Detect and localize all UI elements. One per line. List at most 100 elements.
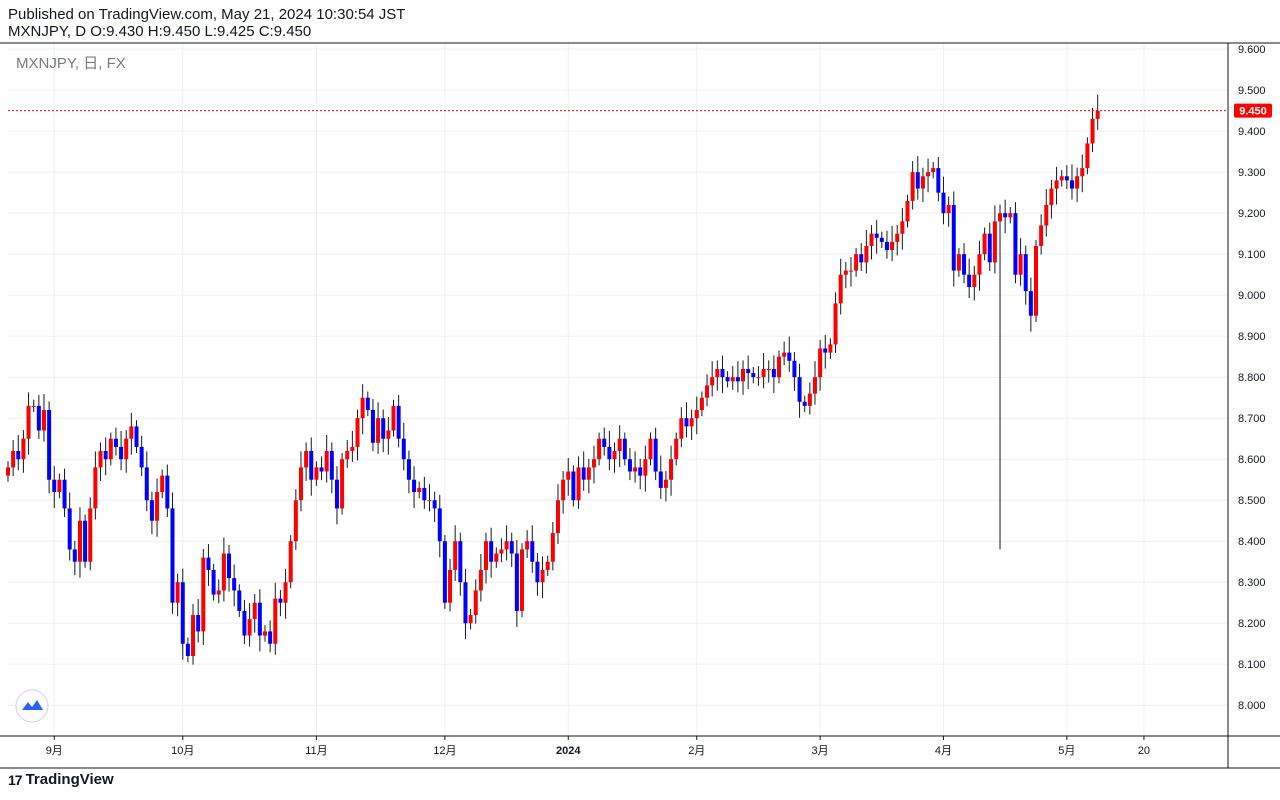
candle xyxy=(869,225,874,260)
candle-body xyxy=(268,631,273,644)
candle-body xyxy=(792,360,797,378)
candle xyxy=(463,568,468,640)
candle xyxy=(36,394,41,440)
candle-body xyxy=(232,578,237,591)
candle-body xyxy=(761,368,766,378)
candle xyxy=(818,339,823,391)
candle xyxy=(998,204,1003,550)
candle-body xyxy=(715,368,720,378)
candle-body xyxy=(946,204,951,214)
candle-body xyxy=(365,397,370,411)
candle-body xyxy=(227,553,232,579)
candle-body xyxy=(432,500,437,509)
candle xyxy=(144,451,149,512)
candle-body xyxy=(1095,110,1100,119)
candle xyxy=(550,521,555,571)
candle-body xyxy=(293,500,298,542)
tradingview-badge[interactable] xyxy=(15,689,49,723)
candle xyxy=(638,458,643,490)
candle xyxy=(710,361,715,397)
candle xyxy=(391,399,396,437)
candle xyxy=(26,392,31,455)
candle xyxy=(170,492,175,614)
candle-body xyxy=(406,459,411,480)
candle xyxy=(72,540,77,576)
candle xyxy=(427,484,432,512)
candle-body xyxy=(211,569,216,595)
candle xyxy=(88,497,93,571)
candle xyxy=(504,525,509,561)
candle xyxy=(746,355,751,390)
candle xyxy=(509,532,514,568)
candle xyxy=(1018,238,1023,286)
tradingview-badge-circle[interactable] xyxy=(15,689,49,723)
candle xyxy=(283,568,288,619)
candle xyxy=(1095,94,1100,130)
candle-body xyxy=(463,582,468,624)
time-axis[interactable]: 9月 10月 11月 12月 2024 2月 3月 4月 5月 20 xyxy=(46,736,1150,757)
candle-body xyxy=(941,192,946,214)
candle xyxy=(828,338,833,359)
candle xyxy=(83,514,88,568)
candle xyxy=(196,599,201,643)
candle xyxy=(31,399,36,413)
candle xyxy=(129,412,134,455)
candle-body xyxy=(1028,291,1033,316)
candle-body xyxy=(617,438,622,452)
candle-body xyxy=(185,643,190,657)
candle xyxy=(489,527,494,578)
y-tick-label: 8.100 xyxy=(1238,659,1266,671)
candle xyxy=(607,430,612,471)
candle xyxy=(191,603,196,665)
candle-body xyxy=(376,418,381,443)
candle-body xyxy=(1013,213,1018,275)
tradingview-logo[interactable]: 17 TradingView xyxy=(8,771,114,788)
candle-body xyxy=(1064,176,1069,181)
candle xyxy=(864,229,869,274)
candle xyxy=(741,360,746,395)
candle xyxy=(124,430,129,473)
candle-body xyxy=(324,451,329,472)
y-tick-label: 8.300 xyxy=(1238,577,1266,589)
candle xyxy=(67,492,72,561)
candle xyxy=(597,432,602,466)
candle-body xyxy=(422,487,427,501)
candle-body xyxy=(612,451,617,460)
candle xyxy=(874,220,879,254)
candle-body xyxy=(417,487,422,493)
candle xyxy=(967,258,972,299)
candle xyxy=(484,532,489,584)
candle-body xyxy=(741,368,746,382)
candle-body xyxy=(499,549,504,554)
candle xyxy=(139,435,144,477)
candle-body xyxy=(31,405,36,407)
x-tick-label: 20 xyxy=(1138,745,1150,757)
candle xyxy=(648,432,653,466)
price-axis[interactable]: 8.000 8.100 8.200 8.300 8.400 8.500 8.600 8.700… xyxy=(1238,44,1266,712)
candle xyxy=(252,594,257,633)
candle xyxy=(571,465,576,507)
candle-body xyxy=(1059,176,1064,181)
candle-body xyxy=(273,598,278,644)
candle xyxy=(175,573,180,617)
candle xyxy=(879,231,884,249)
candle-body xyxy=(520,549,524,611)
candle xyxy=(895,225,900,256)
candle-body xyxy=(21,438,26,460)
grid-lines xyxy=(8,43,1228,736)
candle-body xyxy=(807,393,812,406)
candle xyxy=(1054,166,1059,205)
candle-body xyxy=(581,467,586,480)
candle xyxy=(674,432,679,466)
candle xyxy=(884,230,889,259)
candle-body xyxy=(252,602,257,620)
candle xyxy=(329,442,334,494)
candle xyxy=(735,361,740,393)
candle xyxy=(699,391,704,417)
candle-body xyxy=(1039,225,1044,246)
x-tick-label: 2024 xyxy=(556,745,581,757)
candle-body xyxy=(124,438,129,460)
candle-body xyxy=(11,451,16,468)
candle xyxy=(802,395,807,413)
